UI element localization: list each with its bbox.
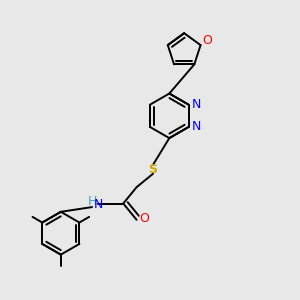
Text: S: S bbox=[148, 163, 158, 176]
Text: N: N bbox=[192, 121, 201, 134]
Text: N: N bbox=[192, 98, 201, 111]
Text: O: O bbox=[139, 212, 149, 225]
Text: H: H bbox=[87, 195, 97, 208]
Text: N: N bbox=[94, 199, 103, 212]
Text: O: O bbox=[202, 34, 212, 47]
